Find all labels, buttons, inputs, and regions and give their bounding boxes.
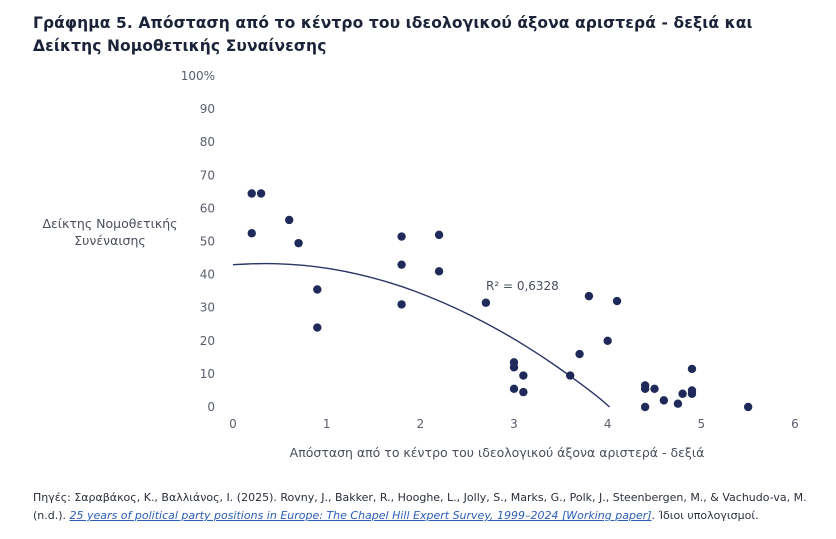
source-link[interactable]: 25 years of political party positions in… (69, 509, 652, 522)
data-point (566, 371, 575, 380)
data-point (509, 384, 519, 393)
data-point (509, 363, 519, 372)
x-tick-label: 4 (604, 417, 612, 431)
source-note: Πηγές: Σαραβάκος, Κ., Βαλλιάνος, Ι. (202… (33, 489, 818, 525)
scatter-chart: 0 10 20 30 40 50 60 70 80 90 100% 0 1 2 3 4 5 6 R² = 0,6… (42, 69, 799, 460)
y-axis-ticks: 0 10 20 30 40 50 60 70 80 90 100% (181, 69, 215, 414)
data-point (434, 230, 444, 240)
chart-title: Γράφημα 5. Απόσταση από το κέντρο του ιδ… (33, 14, 753, 55)
y-tick-label: 100% (181, 69, 215, 83)
y-tick-label: 40 (200, 268, 215, 282)
data-point (650, 384, 659, 393)
y-tick-label: 90 (200, 102, 215, 116)
data-point (397, 260, 406, 269)
y-axis-label-line-2: Συνέναισης (74, 233, 146, 248)
data-point (519, 371, 528, 380)
y-tick-label: 50 (200, 235, 215, 249)
source-text: Πηγές: Σαραβάκος, Κ., Βαλλιάνος, Ι. (202… (33, 491, 807, 522)
data-point (397, 232, 406, 241)
y-tick-label: 70 (200, 168, 215, 182)
data-point (640, 402, 650, 412)
data-point (640, 384, 650, 393)
source-suffix: . Ίδιοι υπολογισμοί. (651, 509, 759, 522)
y-tick-label: 30 (200, 301, 215, 315)
data-point (575, 349, 584, 359)
x-tick-label: 5 (698, 417, 706, 431)
data-point (247, 189, 256, 198)
data-point (603, 336, 612, 345)
y-tick-label: 60 (200, 201, 215, 215)
data-point (256, 189, 266, 198)
data-point (434, 267, 444, 276)
x-tick-label: 0 (229, 417, 237, 431)
data-point (612, 296, 622, 306)
r-squared-label: R² = 0,6328 (486, 279, 559, 293)
x-tick-label: 2 (417, 417, 425, 431)
data-point (313, 285, 322, 294)
x-tick-label: 6 (791, 417, 799, 431)
data-point (659, 396, 669, 405)
data-point (481, 298, 491, 307)
x-tick-label: 1 (323, 417, 331, 431)
data-point (247, 229, 256, 238)
x-axis-label: Απόσταση από το κέντρο του ιδεολογικού ά… (290, 445, 705, 460)
y-axis-label-line-1: Δείκτης Νομοθετικής (42, 216, 177, 231)
data-point (673, 399, 683, 408)
x-tick-label: 3 (510, 417, 518, 431)
y-tick-label: 80 (200, 135, 215, 149)
data-point (294, 238, 303, 248)
y-tick-label: 10 (200, 367, 215, 381)
data-point (687, 389, 697, 398)
data-point (743, 402, 753, 412)
trendline (232, 262, 611, 408)
data-point (584, 291, 594, 301)
data-points (247, 189, 753, 412)
y-tick-label: 0 (207, 400, 215, 414)
data-point (313, 323, 322, 332)
data-point (397, 300, 406, 309)
data-point (519, 387, 528, 397)
data-point (678, 389, 687, 398)
data-point (687, 364, 697, 374)
y-tick-label: 20 (200, 334, 215, 348)
x-axis-ticks: 0 1 2 3 4 5 6 (229, 417, 799, 431)
data-point (285, 215, 294, 225)
